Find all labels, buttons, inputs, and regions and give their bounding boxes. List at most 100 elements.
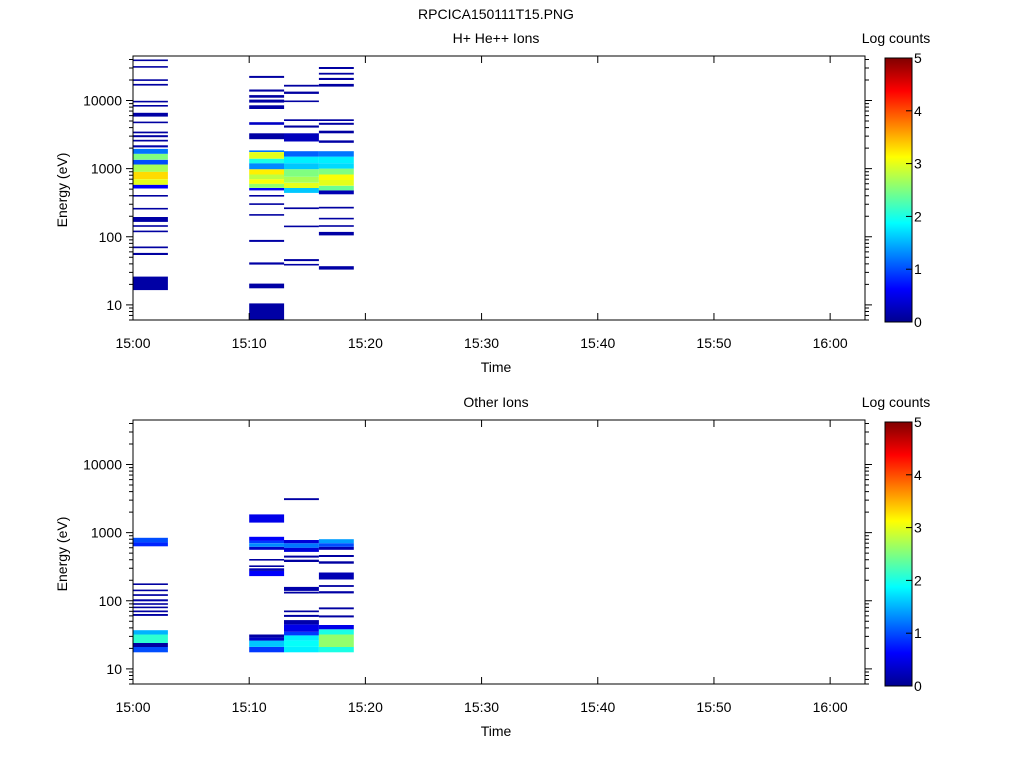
heatmap-cell <box>284 91 319 94</box>
heatmap-cell <box>284 555 319 558</box>
heatmap-cell <box>284 620 319 625</box>
heatmap-cell <box>284 176 319 183</box>
heatmap-cell <box>133 276 168 291</box>
heatmap-cell <box>133 112 168 117</box>
heatmap-cell <box>284 169 319 177</box>
panel-title: H+ He++ Ions <box>453 30 540 46</box>
colorbar-label: Log counts <box>862 394 931 410</box>
heatmap-cell <box>318 140 354 143</box>
y-tick-label: 100 <box>99 593 123 609</box>
heatmap-cell <box>133 207 168 210</box>
heatmap-cell <box>133 225 168 227</box>
heatmap-cell <box>249 634 285 638</box>
heatmap-cell <box>284 540 319 544</box>
heatmap-cell <box>318 561 354 564</box>
x-tick-label: 15:40 <box>580 335 615 351</box>
heatmap-cell <box>318 634 354 647</box>
heatmap-cell <box>284 635 319 641</box>
panel-title: Other Ions <box>463 394 528 410</box>
heatmap-cell <box>249 214 285 216</box>
heatmap-cell <box>133 646 168 653</box>
x-tick-label: 15:50 <box>696 335 731 351</box>
colorbar <box>884 57 913 323</box>
heatmap-cell <box>133 542 168 547</box>
heatmap-cell <box>133 184 168 189</box>
x-tick-label: 15:00 <box>115 335 150 351</box>
heatmap-cell <box>318 546 354 550</box>
heatmap-cell <box>133 252 168 255</box>
heatmap-cell <box>284 207 319 210</box>
heatmap-cells <box>133 59 354 320</box>
colorbar-tick-label: 3 <box>914 520 922 536</box>
heatmap-cell <box>133 630 168 635</box>
heatmap-cell <box>133 131 168 134</box>
heatmap-cell <box>133 171 168 180</box>
heatmap-cell <box>318 629 354 635</box>
heatmap-cell <box>249 188 285 191</box>
y-tick-label: 10 <box>106 661 122 677</box>
heatmap-cell <box>133 83 168 86</box>
heatmap-cell <box>318 591 354 594</box>
heatmap-cell <box>249 536 285 541</box>
heatmap-cell <box>318 163 354 169</box>
heatmap-cell <box>284 559 319 562</box>
heatmap-cell <box>249 303 285 320</box>
colorbar-tick-label: 5 <box>914 414 922 430</box>
heatmap-cell <box>284 624 319 632</box>
heatmap-cell <box>318 174 354 180</box>
heatmap-cell <box>318 72 354 75</box>
x-axis-label: Time <box>481 723 512 739</box>
colorbar-tick-label: 4 <box>914 103 922 119</box>
colorbar-ticks: 0 1 2 3 4 5 <box>906 50 922 330</box>
colorbar-tick-label: 3 <box>914 156 922 172</box>
heatmap-cell <box>249 179 285 184</box>
heatmap-cell <box>318 543 354 547</box>
heatmap-cell <box>318 77 354 80</box>
axis-ticks: 15:00 15:10 15:20 15:30 15:40 15:50 16:00 10 100… <box>83 56 872 351</box>
x-tick-label: 15:50 <box>696 699 731 715</box>
heatmap-cells <box>133 498 354 653</box>
heatmap-cell <box>249 174 285 180</box>
heatmap-cell <box>284 610 319 613</box>
panel-h-he-ions: H+ He++ Ions 15:00 15:10 15:20 15:30 15:40 15… <box>54 30 930 375</box>
colorbar-tick-label: 0 <box>914 314 922 330</box>
heatmap-cell <box>249 95 285 98</box>
colorbar-tick-label: 2 <box>914 572 922 588</box>
heatmap-cell <box>133 105 168 107</box>
plot-frame <box>132 55 866 321</box>
heatmap-cell <box>284 498 319 501</box>
heatmap-cell <box>284 163 319 170</box>
heatmap-cell <box>318 206 354 209</box>
x-tick-label: 15:30 <box>464 335 499 351</box>
x-tick-label: 15:20 <box>348 699 383 715</box>
heatmap-cell <box>284 119 319 121</box>
heatmap-cell <box>249 283 285 289</box>
heatmap-cell <box>284 586 319 591</box>
heatmap-cell <box>249 122 285 125</box>
heatmap-cell <box>284 100 319 103</box>
y-tick-label: 100 <box>99 229 123 245</box>
heatmap-cell <box>133 79 168 81</box>
heatmap-cell <box>318 646 354 653</box>
heatmap-cell <box>249 150 285 152</box>
heatmap-cell <box>318 151 354 157</box>
heatmap-cell <box>133 610 168 613</box>
heatmap-cell <box>318 539 354 544</box>
heatmap-cell <box>318 615 354 618</box>
colorbar-tick-label: 1 <box>914 625 922 641</box>
panel-other-ions: Other Ions 15:00 15:10 15:20 15:30 15:40 15:5… <box>54 394 930 739</box>
colorbar-ticks: 0 1 2 3 4 5 <box>906 414 922 694</box>
x-tick-label: 15:20 <box>348 335 383 351</box>
heatmap-cell <box>284 188 319 193</box>
heatmap-cell <box>318 122 354 125</box>
heatmap-cell <box>249 203 285 205</box>
x-tick-label: 15:00 <box>115 699 150 715</box>
heatmap-cell <box>133 164 168 172</box>
heatmap-cell <box>318 585 354 587</box>
heatmap-cell <box>249 514 285 523</box>
heatmap-cell <box>133 195 168 197</box>
heatmap-cell <box>133 153 168 160</box>
heatmap-cell <box>133 606 168 609</box>
heatmap-cell <box>133 159 168 165</box>
